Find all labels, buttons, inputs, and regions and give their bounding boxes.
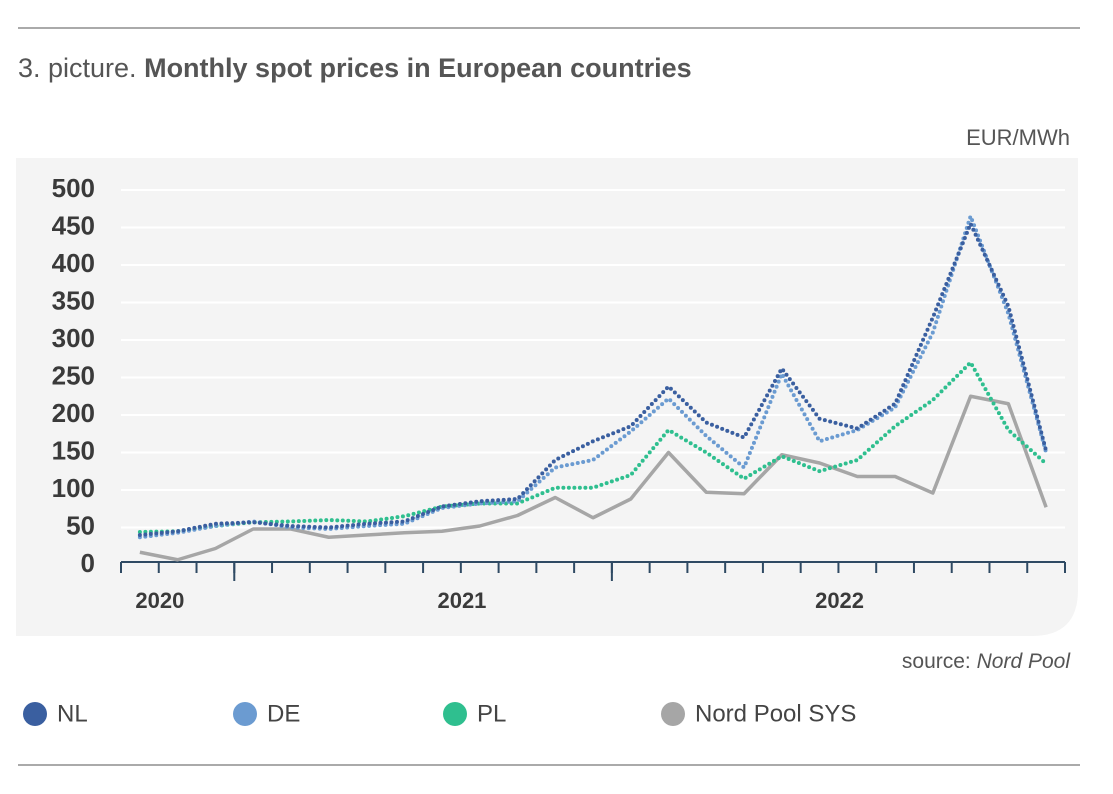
title-main: Monthly spot prices in European countrie… <box>144 53 692 83</box>
legend-label: PL <box>477 700 506 727</box>
source-label: source: <box>902 650 971 673</box>
series-line <box>137 221 1049 537</box>
y-tick-label: 0 <box>81 548 95 578</box>
series-line <box>137 214 1049 540</box>
y-tick-label: 100 <box>52 473 95 503</box>
source: source: Nord Pool <box>902 650 1071 673</box>
y-tick-label: 500 <box>52 173 95 203</box>
x-tick-label: 2022 <box>815 588 864 613</box>
y-tick-label: 350 <box>52 285 95 315</box>
plot-panel <box>16 158 1078 636</box>
legend-swatch <box>443 702 467 726</box>
y-tick-label: 200 <box>52 398 95 428</box>
x-tick-label: 2020 <box>135 588 184 613</box>
y-tick-label: 450 <box>52 210 95 240</box>
legend-item: NL <box>23 700 88 727</box>
legend-item: Nord Pool SYS <box>661 700 856 727</box>
y-tick-label: 300 <box>52 323 95 353</box>
source-name: Nord Pool <box>977 650 1072 673</box>
legend-label: NL <box>57 700 88 727</box>
title-prefix: 3. picture. <box>18 53 137 83</box>
legend-swatch <box>661 702 685 726</box>
legend-item: PL <box>443 700 506 727</box>
title: 3. picture. Monthly spot prices in Europ… <box>18 53 692 83</box>
legend-item: DE <box>233 700 300 727</box>
legend-label: DE <box>267 700 300 727</box>
x-tick-label: 2021 <box>437 588 486 613</box>
y-unit: EUR/MWh <box>966 125 1070 150</box>
legend-swatch <box>23 702 47 726</box>
y-tick-label: 400 <box>52 248 95 278</box>
y-tick-label: 250 <box>52 360 95 390</box>
legend-swatch <box>233 702 257 726</box>
y-tick-label: 50 <box>66 510 95 540</box>
y-tick-label: 150 <box>52 435 95 465</box>
legend-label: Nord Pool SYS <box>695 700 856 727</box>
